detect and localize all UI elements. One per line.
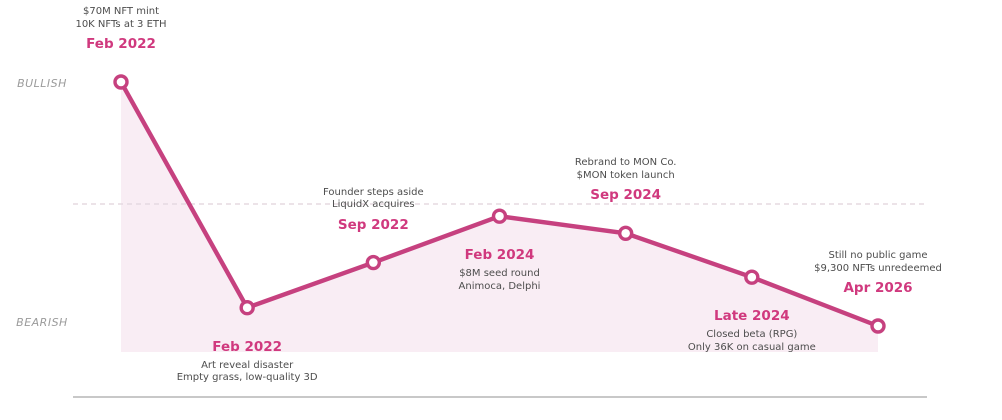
data-point-marker [491, 208, 508, 224]
data-point-marker [113, 74, 129, 90]
data-point-marker [870, 318, 886, 334]
y-axis-label-bullish: BULLISH [17, 77, 67, 90]
data-point-marker [239, 300, 255, 316]
data-point-marker [365, 254, 382, 271]
y-axis-label-bearish: BEARISH [16, 316, 68, 329]
data-point-marker [744, 269, 760, 285]
data-point-marker [617, 225, 634, 241]
